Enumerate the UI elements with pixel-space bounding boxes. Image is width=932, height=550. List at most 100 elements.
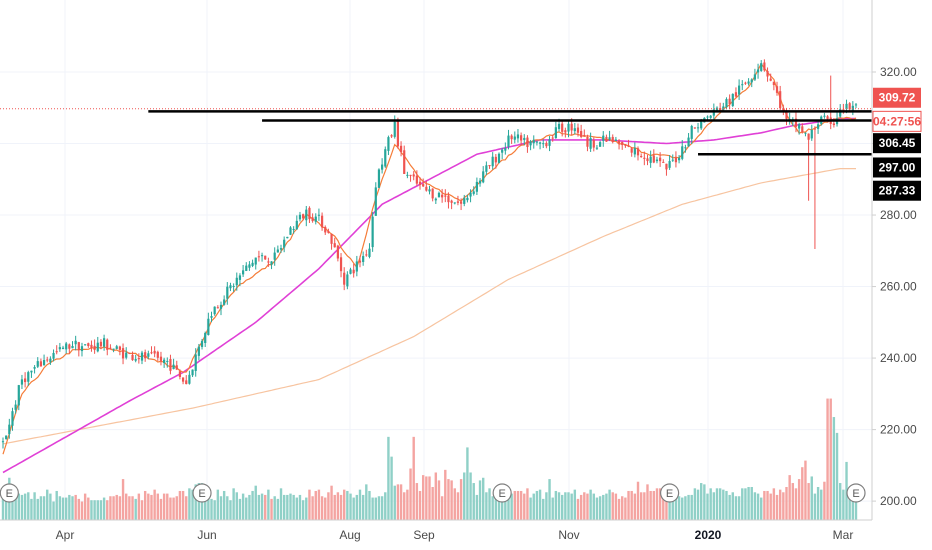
volume-bar-35 [112, 496, 115, 520]
candle-body-28 [90, 344, 93, 348]
candle-body-4 [14, 404, 17, 410]
volume-bar-162 [513, 490, 517, 520]
volume-bar-258 [816, 487, 820, 520]
volume-bar-86 [273, 496, 276, 520]
candle-body-236 [747, 81, 750, 84]
candle-body-55 [175, 365, 178, 370]
earnings-marker-1[interactable]: E [192, 483, 212, 503]
volume-bar-168 [532, 493, 535, 520]
price-label-text: 297.00 [879, 160, 916, 174]
candle-body-175 [554, 127, 557, 138]
price-label-3: 297.00 [873, 157, 921, 178]
candle-body-171 [542, 143, 545, 145]
candle-body-252 [798, 124, 801, 129]
candle-body-77 [245, 265, 248, 271]
price-tick-0: 320.00 [880, 65, 917, 79]
candle-body-52 [166, 360, 169, 362]
candle-body-166 [526, 137, 529, 148]
candle-body-151 [478, 180, 482, 184]
volume-bar-181 [573, 489, 577, 520]
candle-body-116 [368, 248, 371, 257]
candle-body-161 [510, 135, 513, 140]
candle-body-242 [766, 70, 769, 77]
volume-bar-222 [703, 484, 706, 520]
volume-bar-179 [567, 492, 570, 520]
volume-bar-146 [463, 472, 466, 520]
volume-bar-26 [83, 493, 87, 520]
candle-body-167 [529, 141, 532, 146]
volume-bar-95 [301, 500, 305, 520]
volume-bar-104 [330, 485, 333, 520]
volume-bar-160 [507, 489, 510, 520]
earnings-marker-4[interactable]: E [846, 483, 866, 503]
candle-body-93 [295, 220, 298, 230]
volume-bar-156 [494, 489, 498, 520]
candle-body-158 [501, 149, 504, 153]
earnings-marker-0[interactable]: E [0, 483, 19, 503]
volume-bar-159 [504, 492, 507, 520]
volume-bar-77 [245, 497, 248, 520]
candle-body-20 [65, 343, 68, 350]
candle-body-212 [671, 159, 674, 161]
earnings-marker-3[interactable]: E [660, 483, 680, 503]
volume-bar-7 [23, 493, 27, 520]
volume-bar-250 [791, 483, 795, 520]
volume-bar-130 [412, 436, 415, 520]
earnings-marker-label: E [198, 488, 205, 500]
volume-bar-125 [396, 484, 400, 520]
candle-body-106 [336, 245, 339, 259]
candle-body-183 [580, 131, 583, 137]
candle-body-127 [403, 150, 406, 174]
candle-body-122 [387, 137, 390, 151]
volume-bar-137 [434, 472, 438, 520]
volume-bar-108 [342, 489, 346, 520]
candle-body-219 [693, 127, 696, 129]
price-axis[interactable]: 320.00300.00280.00260.00240.00220.00200.… [872, 65, 917, 508]
volume-bar-270 [854, 487, 858, 520]
candle-body-136 [431, 188, 434, 199]
volume-bar-37 [118, 496, 122, 520]
candle-body-163 [516, 134, 520, 139]
candle-body-208 [659, 157, 662, 162]
candle-body-54 [172, 364, 175, 370]
candle-body-111 [352, 269, 355, 274]
volume-bar-239 [756, 493, 760, 520]
candle-body-253 [801, 126, 804, 132]
plot-area[interactable] [0, 0, 872, 520]
horizontal-levels[interactable] [0, 108, 872, 156]
volume-bar-141 [447, 479, 450, 520]
volume-bar-40 [128, 496, 131, 520]
candle-body-187 [592, 140, 595, 148]
price-label-text: 306.45 [879, 136, 916, 150]
candle-body-3 [11, 411, 14, 426]
candle-body-258 [816, 124, 820, 129]
candle-body-132 [418, 181, 422, 185]
price-labels: 309.72 04:27:56 306.45 297.00 287.33 [872, 87, 922, 201]
volume-bar-152 [482, 477, 485, 520]
price-axis-background[interactable] [873, 0, 932, 520]
volume-bar-133 [421, 475, 425, 520]
volume-bar-158 [500, 490, 504, 520]
volume-bar-117 [371, 497, 374, 520]
earnings-marker-2[interactable]: E [492, 483, 512, 503]
candle-body-157 [497, 153, 501, 163]
price-label-4: 287.33 [873, 180, 921, 201]
volume-bar-154 [488, 488, 491, 520]
candle-body-246 [779, 91, 782, 109]
volume-bar-231 [731, 492, 734, 520]
candle-body-31 [99, 341, 103, 347]
candle-body-56 [178, 371, 182, 377]
earnings-marker-label: E [498, 488, 505, 500]
price-label-0: 309.72 [873, 87, 921, 108]
earnings-marker-circle [846, 483, 866, 503]
volume-bar-195 [617, 498, 621, 520]
time-axis[interactable]: Apr Jun Aug Sep Nov 2020 Mar [56, 528, 854, 542]
candle-body-146 [463, 198, 466, 204]
volume-bar-180 [570, 493, 573, 520]
price-label-2: 306.45 [873, 133, 921, 154]
ma-long-line [2, 168, 856, 445]
candle-body-192 [608, 137, 611, 140]
candle-body-64 [204, 332, 207, 344]
